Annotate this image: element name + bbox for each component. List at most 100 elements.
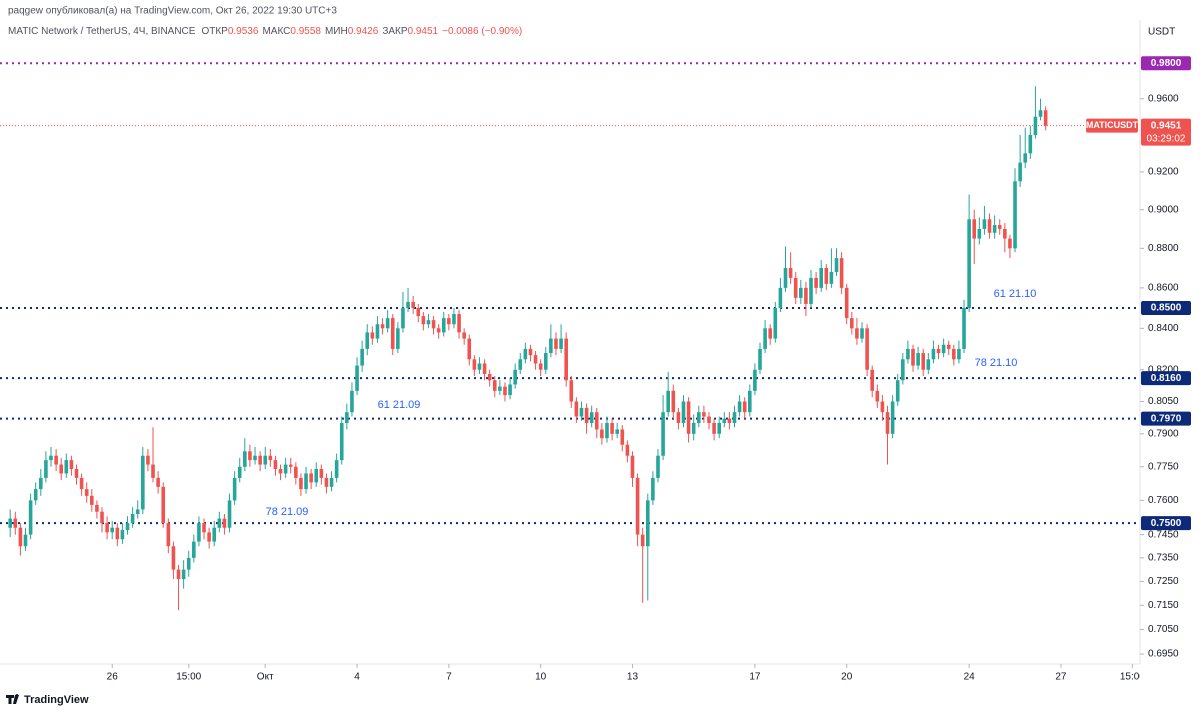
candle-body xyxy=(396,328,400,349)
candle-body xyxy=(671,390,676,413)
y-tick-label: 0.7450 xyxy=(1148,529,1179,540)
candle-body xyxy=(691,422,696,434)
y-tick-label: 0.8050 xyxy=(1148,396,1179,407)
candle-body xyxy=(1033,116,1038,135)
candle-body xyxy=(288,464,293,467)
legend-line: MATIC Network / TetherUS, 4Ч, BINANCE ОТК… xyxy=(8,26,522,37)
ohlc-label: ЗАКР xyxy=(382,26,408,37)
candle-body xyxy=(59,464,64,474)
candle-body xyxy=(390,318,395,349)
candle-body xyxy=(161,486,166,524)
candle-body xyxy=(620,429,625,445)
annotation: 78 21.10 xyxy=(975,357,1018,369)
candle-body xyxy=(931,348,936,360)
candle-body xyxy=(33,489,38,501)
candle-body xyxy=(141,455,145,510)
level-tag-label: 0.9800 xyxy=(1151,58,1182,69)
candle-body xyxy=(477,363,482,370)
candle-body xyxy=(324,477,329,487)
candle-body xyxy=(605,422,609,439)
level-tag-label: 0.7500 xyxy=(1151,518,1182,529)
candle-body xyxy=(248,451,252,461)
candle-body xyxy=(773,307,778,339)
candle-body xyxy=(513,369,517,385)
candle-body xyxy=(952,348,956,360)
y-tick-label: 0.8600 xyxy=(1148,283,1179,294)
y-tick-label: 0.9000 xyxy=(1148,204,1179,215)
candle-body xyxy=(819,267,824,288)
candle-body xyxy=(401,307,405,329)
candle-body xyxy=(737,401,742,413)
candle-body xyxy=(997,225,1002,229)
candle-body xyxy=(926,359,931,370)
candle-body xyxy=(49,455,53,461)
candle-body xyxy=(533,355,538,364)
y-tick-label: 0.7350 xyxy=(1148,553,1179,564)
candle-body xyxy=(967,219,971,308)
candle-body xyxy=(74,468,79,478)
y-tick-label: 0.9600 xyxy=(1148,93,1179,104)
candle-body xyxy=(156,477,160,487)
candle-body xyxy=(482,363,487,374)
candle-body xyxy=(304,473,308,490)
y-tick-label: 0.7150 xyxy=(1148,600,1179,611)
candle-body xyxy=(962,307,966,349)
candle-body xyxy=(508,384,512,396)
level-tag xyxy=(1141,371,1191,386)
candle-body xyxy=(860,328,864,339)
candle-body xyxy=(875,390,880,402)
x-tick-label: 27 xyxy=(1055,672,1067,683)
candle-body xyxy=(865,328,869,370)
candle-body xyxy=(467,338,472,360)
candle-body xyxy=(722,418,727,423)
candle-body xyxy=(972,219,977,239)
candle-body xyxy=(329,477,334,487)
candle-body xyxy=(911,348,915,366)
candle-body xyxy=(115,527,120,540)
candle-body xyxy=(207,532,211,542)
brand: TradingView xyxy=(24,694,89,706)
published-line: paqgew опубликовал(а) на TradingView.com… xyxy=(8,5,337,17)
candle-body xyxy=(130,513,135,524)
candle-body xyxy=(146,455,150,465)
candle-body xyxy=(237,466,242,478)
candle-body xyxy=(1018,162,1022,182)
candle-body xyxy=(135,509,140,514)
x-tick-label: 15:00 xyxy=(1120,672,1145,683)
candle-body xyxy=(1013,181,1017,249)
candle-body xyxy=(120,530,125,540)
y-tick-label: 0.7900 xyxy=(1148,428,1179,439)
candle-body xyxy=(630,455,635,478)
ohlc-value: 0.9426 xyxy=(348,26,379,37)
candle-body xyxy=(360,348,364,366)
candle-body xyxy=(1003,228,1007,239)
candle-body xyxy=(319,468,324,478)
ohlc-label: МИН xyxy=(325,26,348,37)
candle-body xyxy=(283,464,288,474)
candle-body xyxy=(110,527,115,533)
candle-body xyxy=(197,523,201,542)
candle-body xyxy=(793,277,798,298)
level-tag xyxy=(1141,56,1191,71)
candle-body xyxy=(814,277,818,288)
level-tag xyxy=(1141,300,1191,315)
x-tick-label: 20 xyxy=(841,672,853,683)
candle-body xyxy=(365,332,370,349)
x-tick-label: 24 xyxy=(964,672,976,683)
candle-body xyxy=(957,348,961,360)
annotation: 78 21.09 xyxy=(266,506,309,518)
candle-body xyxy=(992,225,997,233)
candle-body xyxy=(569,380,574,402)
candle-body xyxy=(946,344,951,349)
candle-body xyxy=(370,332,375,339)
candle-body xyxy=(584,407,589,423)
candle-body xyxy=(472,359,477,370)
candle-body xyxy=(834,258,839,272)
candle-body xyxy=(309,473,313,483)
candle-body xyxy=(880,401,885,413)
candle-body xyxy=(1028,134,1033,154)
candle-body xyxy=(717,422,721,434)
candle-body xyxy=(768,328,773,339)
candle-body xyxy=(268,455,273,461)
candle-body xyxy=(100,511,104,524)
